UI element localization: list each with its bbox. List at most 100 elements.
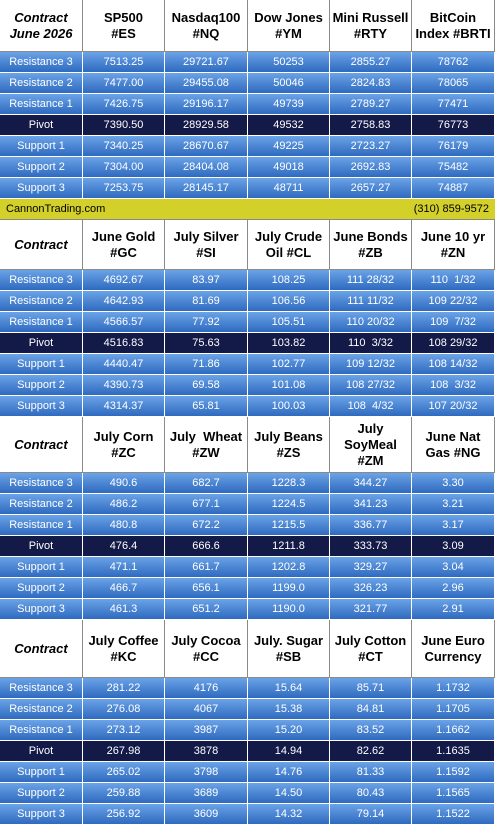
row-label: Resistance 1 [0,94,83,115]
value-cell: 108.25 [248,270,330,291]
value-cell: 276.08 [83,699,165,720]
header-text: July [357,420,384,436]
header-cell: July Beans #ZS [248,417,330,473]
value-cell: 2824.83 [330,73,412,94]
header-text: SP500 [103,9,144,25]
value-cell: 48711 [248,178,330,199]
header-cell: June Nat Gas #NG [412,417,495,473]
header-cell: July. Sugar #SB [248,620,330,678]
header-text: #ES [111,25,136,41]
value-cell: 682.7 [165,473,248,494]
value-cell: 15.38 [248,699,330,720]
row-label: Resistance 3 [0,473,83,494]
value-cell: 2.96 [412,578,495,599]
value-cell: 85.71 [330,678,412,699]
value-cell: 49225 [248,136,330,157]
header-cell: Dow Jones #YM [248,0,330,52]
value-cell: 3798 [165,762,248,783]
value-cell: 4440.47 [83,354,165,375]
value-cell: 7390.50 [83,115,165,136]
value-cell: 108 14/32 [412,354,495,375]
header-cell: July Coffee #KC [83,620,165,678]
value-cell: 69.58 [165,375,248,396]
header-text: #SI [196,244,216,260]
value-cell: 107 20/32 [412,396,495,417]
header-text: BitCoin [429,9,477,25]
value-cell: 3987 [165,720,248,741]
value-cell: 3.04 [412,557,495,578]
value-cell: 108 3/32 [412,375,495,396]
banner-text: (310) 859-9572 [413,203,489,215]
row-label: Resistance 2 [0,494,83,515]
row-label: Pivot [0,536,83,557]
value-cell: 1215.5 [248,515,330,536]
header-text: #NQ [192,25,220,41]
value-cell: 1.1592 [412,762,495,783]
value-cell: 1224.5 [248,494,330,515]
value-cell: 74887 [412,178,495,199]
value-cell: 259.88 [83,783,165,804]
value-cell: 2789.27 [330,94,412,115]
value-cell: 326.23 [330,578,412,599]
value-cell: 677.1 [165,494,248,515]
header-text: Contract [14,436,68,452]
value-cell: 7513.25 [83,52,165,73]
header-text: Currency [424,648,482,664]
value-cell: 49018 [248,157,330,178]
value-cell: 273.12 [83,720,165,741]
header-text: July. Sugar [253,632,324,648]
header-cell: Mini Russell #RTY [330,0,412,52]
value-cell: 341.23 [330,494,412,515]
value-cell: 15.20 [248,720,330,741]
value-cell: 2657.27 [330,178,412,199]
header-text: #RTY [353,25,388,41]
value-cell: 101.08 [248,375,330,396]
header-cell: SP500 #ES [83,0,165,52]
value-cell: 4176 [165,678,248,699]
row-label: Support 3 [0,804,83,825]
value-cell: 1.1732 [412,678,495,699]
value-cell: 80.43 [330,783,412,804]
value-cell: 109 12/32 [330,354,412,375]
value-cell: 1.1635 [412,741,495,762]
header-cell: July Corn #ZC [83,417,165,473]
value-cell: 1.1705 [412,699,495,720]
header-text: June Gold [91,228,156,244]
value-cell: 3609 [165,804,248,825]
header-text: July Cocoa [171,632,241,648]
value-cell: 77.92 [165,312,248,333]
value-cell: 77471 [412,94,495,115]
header-text: #ZS [276,444,301,460]
value-cell: 105.51 [248,312,330,333]
header-text: July Wheat [169,428,243,444]
value-cell: 3.21 [412,494,495,515]
value-cell: 110 1/32 [412,270,495,291]
value-cell: 84.81 [330,699,412,720]
header-text: June Bonds [333,228,408,244]
value-cell: 321.77 [330,599,412,620]
row-label: Support 1 [0,354,83,375]
value-cell: 111 11/32 [330,291,412,312]
header-cell: Contract [0,220,83,270]
header-text: July Crude [254,228,323,244]
row-label: Resistance 1 [0,515,83,536]
header-text: Dow Jones [254,9,323,25]
value-cell: 3.09 [412,536,495,557]
value-cell: 265.02 [83,762,165,783]
value-cell: 1.1565 [412,783,495,804]
header-text: Nasdaq100 [171,9,241,25]
header-cell: June 10 yr #ZN [412,220,495,270]
header-cell: June Gold #GC [83,220,165,270]
value-cell: 476.4 [83,536,165,557]
value-cell: 110 20/32 [330,312,412,333]
header-cell: July Wheat #ZW [165,417,248,473]
header-text: July Silver [173,228,239,244]
header-text: July Cotton [334,632,407,648]
row-label: Support 1 [0,136,83,157]
value-cell: 1202.8 [248,557,330,578]
row-label: Resistance 2 [0,73,83,94]
header-text: June Nat [425,428,481,444]
value-cell: 336.77 [330,515,412,536]
value-cell: 79.14 [330,804,412,825]
header-text: #CT [358,648,383,664]
